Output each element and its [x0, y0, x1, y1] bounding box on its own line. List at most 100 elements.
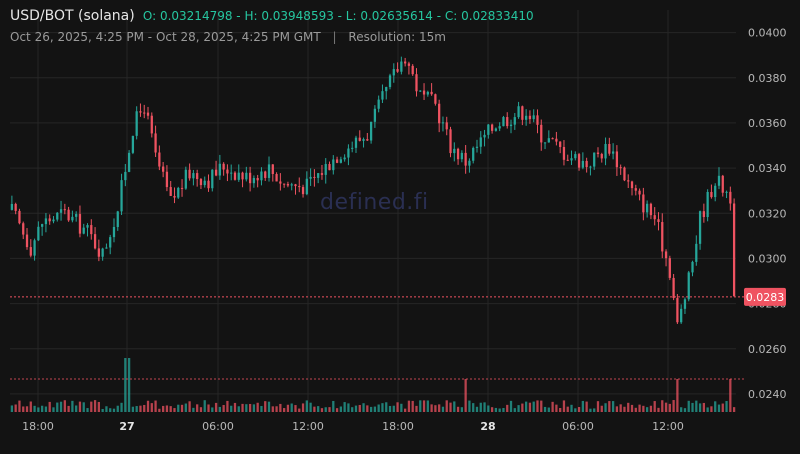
volume-bar	[222, 405, 225, 412]
candle-body	[279, 181, 282, 184]
candle-body	[729, 191, 732, 204]
candle-body	[532, 115, 535, 120]
last-price-label: 0.0283	[746, 291, 785, 304]
candle-body	[691, 261, 694, 273]
candle-body	[29, 247, 32, 256]
pair-title: USD/BOT (solana)	[10, 8, 135, 24]
volume-bar	[56, 402, 59, 412]
candle-body	[305, 178, 308, 195]
candle-body	[271, 164, 274, 175]
volume-bar	[426, 400, 429, 412]
volume-bar	[547, 407, 550, 412]
volume-bar	[502, 407, 505, 412]
volume-bar	[698, 403, 702, 412]
volume-bar	[290, 403, 293, 412]
volume-bar	[203, 400, 206, 412]
volume-bar	[347, 403, 350, 412]
candle-body	[116, 211, 119, 227]
candle-body	[706, 191, 709, 218]
volume-bar	[714, 401, 717, 412]
candle-body	[396, 69, 399, 72]
x-tick-label: 12:00	[292, 420, 324, 433]
volume-bar	[317, 406, 320, 412]
volume-bar	[343, 402, 346, 412]
volume-bar	[661, 400, 664, 412]
volume-bar	[63, 400, 66, 412]
volume-bar	[366, 405, 369, 412]
volume-bar	[298, 408, 301, 412]
volume-bar	[445, 400, 448, 412]
volume-bar	[494, 407, 498, 412]
candle-body	[528, 115, 532, 120]
volume-bar	[158, 408, 161, 412]
candle-body	[589, 166, 592, 168]
volume-bar	[256, 402, 259, 412]
candle-body	[177, 187, 180, 198]
volume-bar	[351, 407, 354, 412]
volume-bar	[22, 406, 25, 412]
volume-bar	[468, 400, 471, 412]
candle-body	[551, 138, 554, 140]
candle-body	[44, 218, 48, 225]
candle-body	[600, 154, 603, 159]
x-tick-label: 27	[119, 420, 134, 433]
volume-bar	[135, 406, 138, 412]
volume-bar	[725, 400, 728, 412]
candle-body	[392, 69, 395, 76]
candle-body	[369, 121, 373, 141]
candle-body	[97, 248, 100, 257]
volume-bar	[75, 405, 78, 412]
volume-bar	[377, 404, 380, 412]
candle-body	[385, 87, 388, 92]
candle-body	[657, 219, 660, 223]
x-tick-label: 28	[480, 420, 495, 433]
candle-body	[199, 179, 203, 186]
volume-bar	[638, 404, 641, 412]
candle-body	[260, 171, 263, 181]
volume-bar	[29, 401, 32, 412]
candle-body	[56, 212, 59, 220]
candle-body	[283, 183, 286, 185]
volume-bar	[188, 401, 191, 412]
volume-bar	[536, 400, 539, 412]
volume-bar	[162, 405, 165, 412]
candle-body	[90, 225, 93, 235]
volume-bar	[680, 407, 683, 412]
candle-body	[165, 171, 169, 188]
volume-bar	[264, 401, 267, 412]
volume-bar	[339, 406, 342, 412]
candle-body	[623, 167, 626, 181]
candle-body	[702, 211, 705, 218]
candle-body	[649, 203, 653, 216]
candle-body	[725, 191, 728, 193]
candle-body	[351, 147, 354, 149]
volume-bar	[513, 408, 516, 412]
candle-body	[256, 178, 259, 181]
candle-body	[377, 99, 380, 109]
volume-bar	[267, 401, 271, 412]
volume-bar	[404, 408, 407, 412]
candle-body	[521, 106, 524, 120]
volume-bar	[627, 402, 630, 412]
volume-bar	[373, 406, 377, 412]
candle-body	[109, 237, 112, 248]
candle-body	[14, 203, 17, 211]
candle-body	[517, 106, 520, 118]
candle-body	[464, 152, 467, 166]
volume-bar	[521, 403, 524, 412]
volume-bar	[192, 407, 195, 412]
candle-body	[146, 112, 150, 116]
candle-body	[570, 158, 573, 161]
candle-body	[264, 171, 267, 178]
volume-bar	[657, 407, 660, 412]
volume-bar	[528, 402, 532, 412]
volume-bar	[324, 407, 327, 412]
candle-body	[646, 203, 649, 213]
candle-body	[487, 124, 490, 135]
candle-body	[630, 181, 634, 189]
resolution-label[interactable]: Resolution: 15m	[348, 30, 446, 44]
candle-body	[445, 122, 448, 130]
